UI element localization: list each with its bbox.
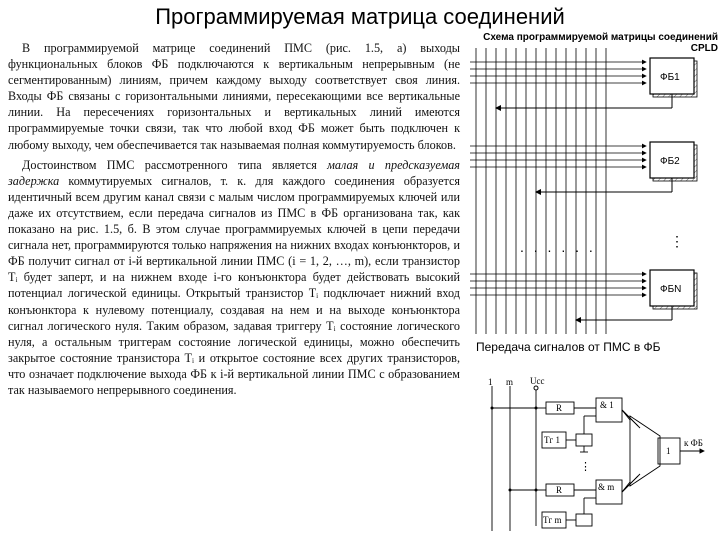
lower-diagram-caption: Передача сигналов от ПМС в ФБ: [476, 340, 716, 354]
svg-text:ФБ1: ФБ1: [660, 72, 680, 83]
svg-text:1: 1: [488, 377, 493, 387]
signal-transfer-diagram: 1 m Uсс R & 1 Tг 1 R & m: [480, 376, 712, 536]
svg-text:. . . . . .: . . . . . .: [520, 239, 596, 255]
paragraph-1: В программируемой матрице соединений ПМС…: [8, 40, 460, 153]
svg-text:R: R: [556, 403, 562, 413]
svg-text:R: R: [556, 485, 562, 495]
svg-text:к ФБ: к ФБ: [684, 438, 703, 448]
svg-text:⋮: ⋮: [670, 233, 687, 249]
page-title: Программируемая матрица соединений: [0, 4, 720, 30]
svg-text:m: m: [506, 377, 513, 387]
paragraph-2: Достоинством ПМС рассмотренного типа явл…: [8, 157, 460, 398]
svg-text:& m: & m: [598, 482, 614, 492]
svg-text:1: 1: [666, 446, 671, 456]
svg-text:Tг m: Tг m: [543, 515, 561, 525]
svg-text:ФБ2: ФБ2: [660, 156, 680, 167]
svg-text:Tг 1: Tг 1: [544, 435, 560, 445]
cpld-matrix-diagram: ФБ1 ФБ2 ФБN . . . . . . ⋮: [470, 46, 714, 336]
svg-text:⋮: ⋮: [580, 461, 591, 473]
svg-text:ФБN: ФБN: [660, 284, 681, 295]
body-text: В программируемой матрице соединений ПМС…: [8, 40, 460, 402]
svg-text:Uсс: Uсс: [530, 376, 545, 386]
svg-text:& 1: & 1: [600, 400, 614, 410]
